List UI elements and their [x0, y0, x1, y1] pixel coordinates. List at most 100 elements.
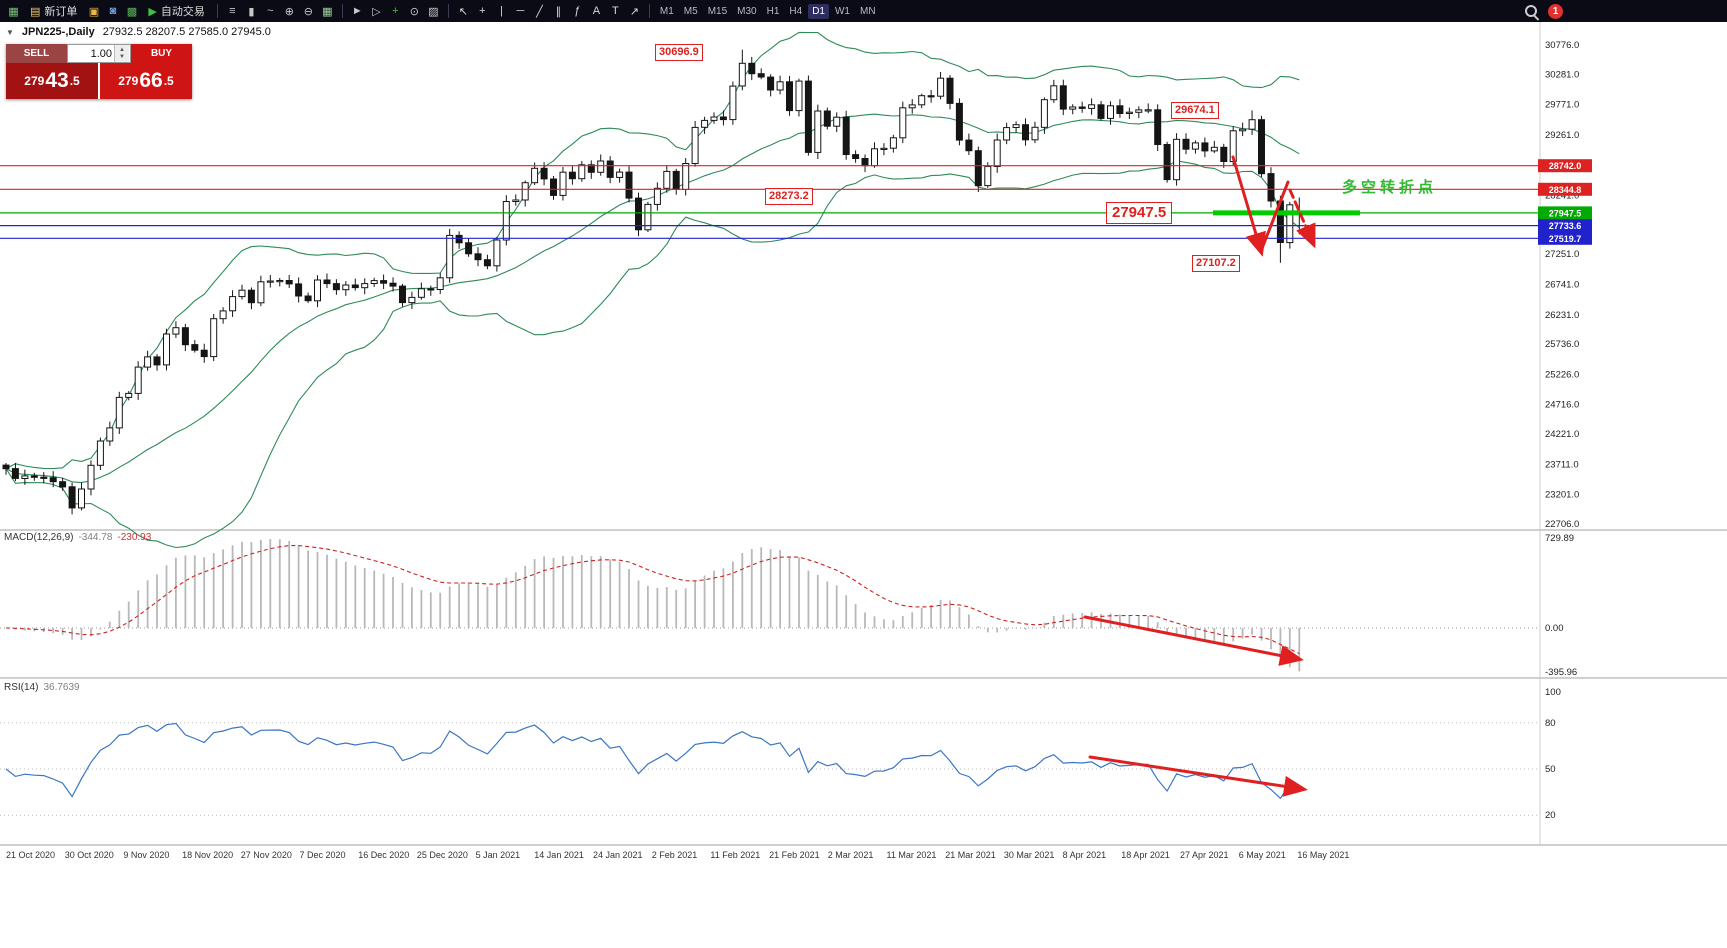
auto-scroll-icon[interactable]: ► — [351, 5, 363, 17]
channel-icon[interactable]: ∥ — [555, 5, 562, 18]
svg-text:11 Feb 2021: 11 Feb 2021 — [710, 850, 760, 860]
trade-panel-prices: 279 43.5 279 66.5 — [6, 63, 192, 99]
new-chart-icon[interactable]: ▦ — [8, 5, 19, 18]
timeframe-m1[interactable]: M1 — [659, 5, 674, 17]
chart-objects: 28742.0 28344.8 27947.5 27733.6 27519.7 — [0, 159, 1592, 245]
svg-text:25226.0: 25226.0 — [1545, 369, 1579, 380]
new-order-button-label: 新订单 — [44, 6, 78, 18]
timeframe-m30[interactable]: M30 — [737, 5, 757, 17]
svg-text:7 Dec 2020: 7 Dec 2020 — [300, 850, 346, 860]
text-icon[interactable]: A — [592, 5, 601, 17]
templates-icon[interactable]: ▨ — [428, 5, 439, 18]
timeframe-m5[interactable]: M5 — [683, 5, 698, 17]
macd-panel: 729.89 0.00 -395.96 — [0, 533, 1577, 678]
periods-icon[interactable]: ⊙ — [409, 5, 419, 18]
svg-text:9 Nov 2020: 9 Nov 2020 — [123, 850, 169, 860]
volume-decrease-button[interactable]: ▼ — [119, 53, 125, 60]
price-annotation: 27947.5 — [1106, 202, 1173, 224]
svg-text:2 Feb 2021: 2 Feb 2021 — [652, 850, 698, 860]
horizontal-line-icon[interactable]: ─ — [516, 5, 525, 17]
svg-text:30281.0: 30281.0 — [1545, 69, 1579, 80]
rsi-indicator-label: RSI(14) 36.7639 — [4, 682, 80, 693]
chart-shift-icon[interactable]: ▷ — [372, 5, 381, 18]
timeframe-w1[interactable]: W1 — [834, 5, 850, 17]
sell-price-display[interactable]: 279 43.5 — [6, 63, 100, 99]
search-icon[interactable] — [1525, 4, 1538, 18]
timeframe-mn[interactable]: MN — [859, 5, 876, 17]
timeframe-d1[interactable]: D1 — [808, 3, 829, 19]
sell-button[interactable]: SELL — [6, 44, 67, 63]
crosshair-icon[interactable]: + — [479, 5, 486, 17]
symbol-caret-icon: ▼ — [6, 27, 14, 37]
svg-text:2 Mar 2021: 2 Mar 2021 — [828, 850, 874, 860]
macd-name: MACD(12,26,9) — [4, 532, 74, 543]
zoom-out-icon[interactable]: ⊖ — [303, 5, 313, 18]
macd-signal-value: -230.93 — [117, 532, 152, 543]
ohlc-values: 27932.5 28207.5 27585.0 27945.0 — [102, 26, 271, 38]
svg-text:14 Jan 2021: 14 Jan 2021 — [534, 850, 584, 860]
svg-text:30776.0: 30776.0 — [1545, 40, 1579, 51]
new-order-button[interactable]: ▤ 新订单 — [24, 2, 83, 20]
volume-spinner: ▲ ▼ — [114, 45, 129, 62]
timeframe-m15[interactable]: M15 — [707, 5, 728, 17]
macd-indicator-label: MACD(12,26,9) -344.78 -230.93 — [4, 532, 151, 543]
price-annotation: 29674.1 — [1171, 102, 1219, 119]
svg-text:25 Dec 2020: 25 Dec 2020 — [417, 850, 468, 860]
auto-trading-button-label: 自动交易 — [160, 6, 205, 18]
svg-text:21 Oct 2020: 21 Oct 2020 — [6, 850, 55, 860]
indicators-add-icon[interactable]: + — [392, 5, 399, 17]
panel-dividers — [0, 22, 1727, 846]
svg-text:28742.0: 28742.0 — [1549, 161, 1582, 171]
volume-increase-button[interactable]: ▲ — [119, 46, 125, 53]
svg-text:28344.8: 28344.8 — [1549, 185, 1582, 195]
svg-text:29771.0: 29771.0 — [1545, 100, 1579, 111]
main-toolbar: ▦ ▤ 新订单 ▣ ◙ ▩ ▶ 自动交易 ≡ ▮ ~ ⊕ ⊖ ▦ ► ▷ + ⊙ ▨ ↖ + | ─ ╱ ∥ ƒ A T ↗ M1 M5 M1… — [0, 0, 1727, 22]
auto-trading-button[interactable]: ▶ 自动交易 — [142, 2, 210, 20]
notification-badge[interactable]: 1 — [1548, 3, 1563, 19]
svg-text:27 Apr 2021: 27 Apr 2021 — [1180, 850, 1229, 860]
chart-text-annotation: 多空转折点 — [1342, 179, 1438, 196]
buy-price-display[interactable]: 279 66.5 — [100, 63, 192, 99]
svg-text:27251.0: 27251.0 — [1545, 249, 1579, 260]
toolbar-separator — [447, 4, 449, 18]
line-chart-icon[interactable]: ~ — [267, 5, 274, 17]
svg-text:26231.0: 26231.0 — [1545, 310, 1579, 321]
fibonacci-icon[interactable]: ƒ — [574, 5, 581, 17]
vertical-line-icon[interactable]: | — [499, 5, 503, 17]
rsi-panel: 100 80 50 20 — [0, 687, 1561, 821]
buy-button[interactable]: BUY — [131, 44, 192, 63]
cursor-icon[interactable]: ↖ — [458, 5, 468, 18]
bar-chart-icon[interactable]: ≡ — [229, 5, 236, 17]
zoom-in-icon[interactable]: ⊕ — [284, 5, 294, 18]
price-annotation: 27107.2 — [1192, 255, 1240, 272]
svg-text:18 Apr 2021: 18 Apr 2021 — [1121, 850, 1170, 860]
toolbar-separator — [341, 4, 343, 18]
volume-input[interactable] — [68, 45, 114, 62]
macd-main-value: -344.78 — [78, 532, 113, 543]
svg-text:22706.0: 22706.0 — [1545, 519, 1579, 530]
trade-panel-controls: SELL ▲ ▼ BUY — [6, 44, 192, 63]
timeframe-h4[interactable]: H4 — [789, 5, 803, 17]
svg-text:28241.0: 28241.0 — [1545, 191, 1579, 202]
rsi-name: RSI(14) — [4, 682, 39, 693]
svg-text:30 Mar 2021: 30 Mar 2021 — [1004, 850, 1055, 860]
text-label-icon[interactable]: T — [612, 5, 619, 17]
indicator-list-icon[interactable]: ▩ — [126, 5, 138, 18]
volume-field: ▲ ▼ — [67, 44, 131, 63]
trendline-icon[interactable]: ╱ — [536, 5, 543, 18]
arrows-icon[interactable]: ↗ — [629, 5, 639, 18]
tile-windows-icon[interactable]: ▦ — [322, 5, 333, 18]
accounts-icon[interactable]: ◙ — [109, 5, 117, 17]
svg-text:6 May 2021: 6 May 2021 — [1239, 850, 1286, 860]
timeframe-h1[interactable]: H1 — [766, 5, 780, 17]
svg-text:-395.96: -395.96 — [1545, 667, 1577, 678]
symbol-timeframe-label: JPN225-,Daily — [21, 26, 95, 38]
package-icon[interactable]: ▣ — [88, 5, 100, 18]
candlestick-chart-icon[interactable]: ▮ — [248, 5, 255, 18]
svg-text:24221.0: 24221.0 — [1545, 429, 1579, 440]
svg-text:18 Nov 2020: 18 Nov 2020 — [182, 850, 233, 860]
svg-text:21 Mar 2021: 21 Mar 2021 — [945, 850, 996, 860]
svg-text:21 Feb 2021: 21 Feb 2021 — [769, 850, 820, 860]
